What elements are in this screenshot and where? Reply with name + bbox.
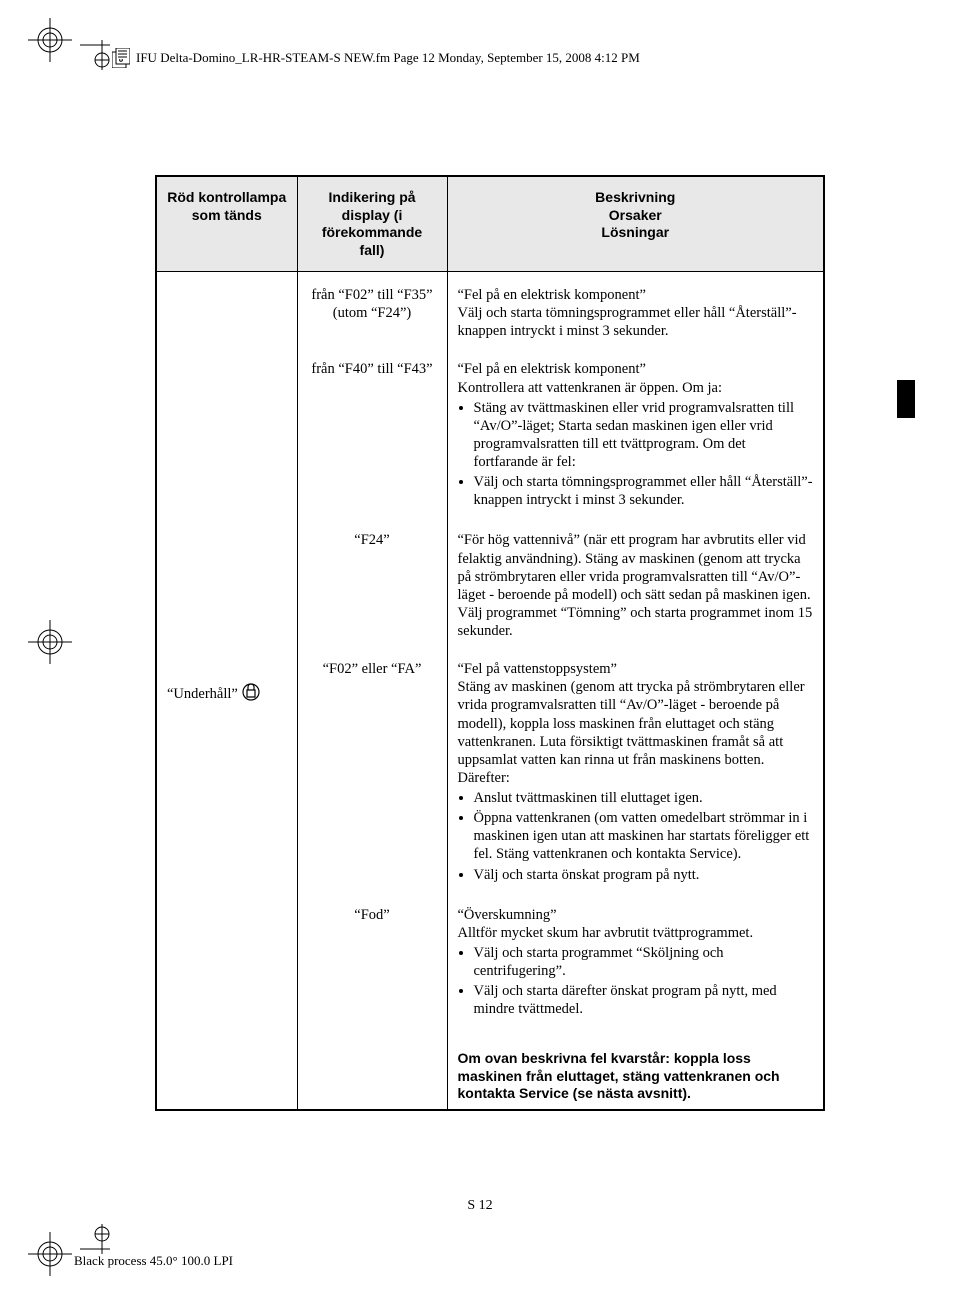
- bullet-item: Välj och starta tömningsprogrammet eller…: [474, 473, 814, 509]
- bullet-item: Stäng av tvättmaskinen eller vrid progra…: [474, 399, 814, 472]
- table-row-desc: “Fel på en elektrisk komponent”Välj och …: [447, 272, 823, 347]
- table-row-code: “Fod”: [297, 892, 447, 1027]
- table-row-code: från “F02” till “F35” (utom “F24”): [297, 272, 447, 347]
- header-text: IFU Delta-Domino_LR-HR-STEAM-S NEW.fm Pa…: [136, 50, 640, 66]
- page-header: IFU Delta-Domino_LR-HR-STEAM-S NEW.fm Pa…: [112, 48, 640, 68]
- underhall-label: “Underhåll”: [167, 686, 238, 702]
- table-header-col3: BeskrivningOrsakerLösningar: [447, 177, 823, 272]
- table-row-desc: “Fel på en elektrisk komponent”Kontrolle…: [447, 346, 823, 517]
- bullet-item: Välj och starta önskat program på nytt.: [474, 866, 814, 884]
- table-row-desc: “Fel på vattenstoppsystem”Stäng av maski…: [447, 646, 823, 892]
- table-row-desc: “För hög vattennivå” (när ett program ha…: [447, 517, 823, 646]
- table-row-code: “F02” eller “FA”: [297, 646, 447, 892]
- table-final-note: Om ovan beskrivna fel kvarstår: koppla l…: [447, 1026, 823, 1109]
- crop-mark-icon: [28, 620, 72, 664]
- framemaker-icon: [112, 48, 130, 68]
- page: IFU Delta-Domino_LR-HR-STEAM-S NEW.fm Pa…: [0, 0, 960, 1294]
- bullet-item: Välj och starta programmet “Sköljning oc…: [474, 944, 814, 980]
- table-row-desc: “Överskumning”Alltför mycket skum har av…: [447, 892, 823, 1027]
- crop-mark-icon: [28, 1232, 72, 1276]
- service-icon: [242, 683, 260, 706]
- table-header-col2: Indikering på display (i förekommande fa…: [297, 177, 447, 272]
- troubleshooting-table: Röd kontrollampa som tänds Indikering på…: [155, 175, 825, 1111]
- page-edge-tab: [897, 380, 915, 418]
- crop-corner-icon: [80, 40, 110, 70]
- page-number: S 12: [0, 1198, 960, 1214]
- bullet-item: Anslut tvättmaskinen till eluttaget igen…: [474, 789, 814, 807]
- table-empty-cell: [297, 1026, 447, 1109]
- table-row-code: “F24”: [297, 517, 447, 646]
- table-header-col1: Röd kontrollampa som tänds: [157, 177, 297, 272]
- bullet-item: Välj och starta därefter önskat program …: [474, 982, 814, 1018]
- crop-corner-icon: [80, 1224, 110, 1254]
- bullet-item: Öppna vattenkranen (om vatten omedelbart…: [474, 809, 814, 863]
- footer: Black process 45.0° 100.0 LPI: [74, 1253, 233, 1269]
- table-col1-label: “Underhåll”: [157, 272, 297, 1109]
- table-row-code: från “F40” till “F43”: [297, 346, 447, 517]
- crop-mark-icon: [28, 18, 72, 62]
